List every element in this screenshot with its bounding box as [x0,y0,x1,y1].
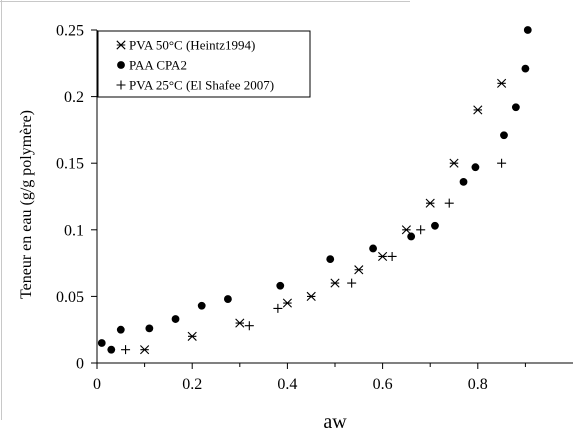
x-axis-title: aw [323,411,347,433]
y-tick-label: 0.2 [64,89,84,106]
x-tick-label: 0.4 [277,376,297,393]
data-point [401,225,411,235]
data-point [473,105,483,115]
axes: 0 0.05 0.1 0.15 0.2 0.25 0 0.2 0.4 0.6 0.8 [56,23,573,393]
data-point [431,221,439,230]
data-point [273,303,283,313]
data-point [511,103,520,112]
data-point [407,232,416,241]
legend-label: PVA 50°C (Heintz1994) [129,38,255,53]
y-tick-label: 0.05 [56,289,84,306]
data-point [497,158,507,168]
data-point [523,26,532,34]
data-point [459,177,468,186]
data-point [121,345,131,355]
data-point [282,298,292,308]
x-tick-label: 0 [93,376,101,393]
data-point [354,265,364,275]
data-point [244,321,254,331]
legend-label: PAA CPA2 [129,58,187,73]
legend-box [97,30,311,98]
data-points [97,26,532,355]
data-point [330,278,340,288]
data-point [276,281,285,290]
data-point [387,251,397,261]
data-point [497,78,507,88]
x-tick-label: 0.6 [373,376,393,393]
legend-marker [116,40,126,50]
data-point [369,244,377,253]
data-point [97,339,106,347]
data-point [471,163,480,172]
data-point [449,158,459,168]
legend: PVA 50°C (Heintz1994) PAA CPA2 PVA 25°C (E… [97,30,311,98]
legend-label: PVA 25°C (El Shafee 2007) [129,78,274,93]
data-point [425,198,435,208]
data-point [140,345,150,355]
legend-marker [117,61,125,69]
data-point [347,278,357,288]
data-point [171,315,180,323]
data-point [107,345,116,354]
y-tick-label: 0.1 [64,222,84,239]
x-tick-label: 0.8 [468,376,488,393]
data-point [500,131,508,140]
data-point [235,318,245,328]
series-circle [97,26,532,354]
series-plus [121,158,507,355]
data-point [224,295,232,303]
data-point [444,198,454,208]
data-point [521,64,530,73]
data-point [187,331,197,341]
data-point [145,324,154,333]
data-point [306,291,316,301]
data-point [378,251,388,262]
y-axis-title: Teneur en eau (g/g polymère) [18,110,35,299]
data-point [326,255,335,264]
data-point [116,325,125,334]
y-tick-label: 0.25 [56,23,84,40]
y-tick-label: 0 [76,356,84,373]
series-asterisk [140,78,507,355]
data-point [416,225,426,235]
x-tick-label: 0.2 [182,376,202,393]
y-tick-label: 0.15 [56,156,84,173]
legend-marker [116,80,126,90]
data-point [197,301,206,310]
